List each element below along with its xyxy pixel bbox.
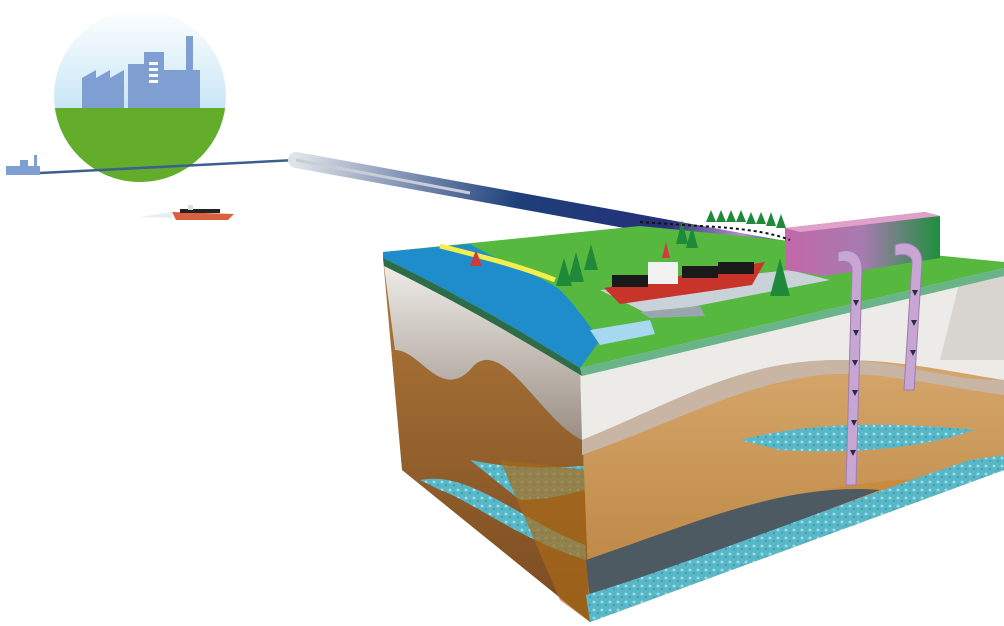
- small-factory: [6, 155, 40, 175]
- wells: [837, 242, 923, 486]
- pipeline-start: [295, 158, 471, 195]
- fence: [639, 221, 791, 241]
- small-ship: [140, 205, 234, 220]
- sailboat: [470, 250, 482, 266]
- pipeline-thin: [39, 158, 297, 175]
- block-right-face: [580, 268, 1004, 622]
- building: [785, 212, 940, 276]
- inset-circle: [54, 10, 226, 182]
- trees: [556, 210, 790, 296]
- ship: [604, 242, 765, 304]
